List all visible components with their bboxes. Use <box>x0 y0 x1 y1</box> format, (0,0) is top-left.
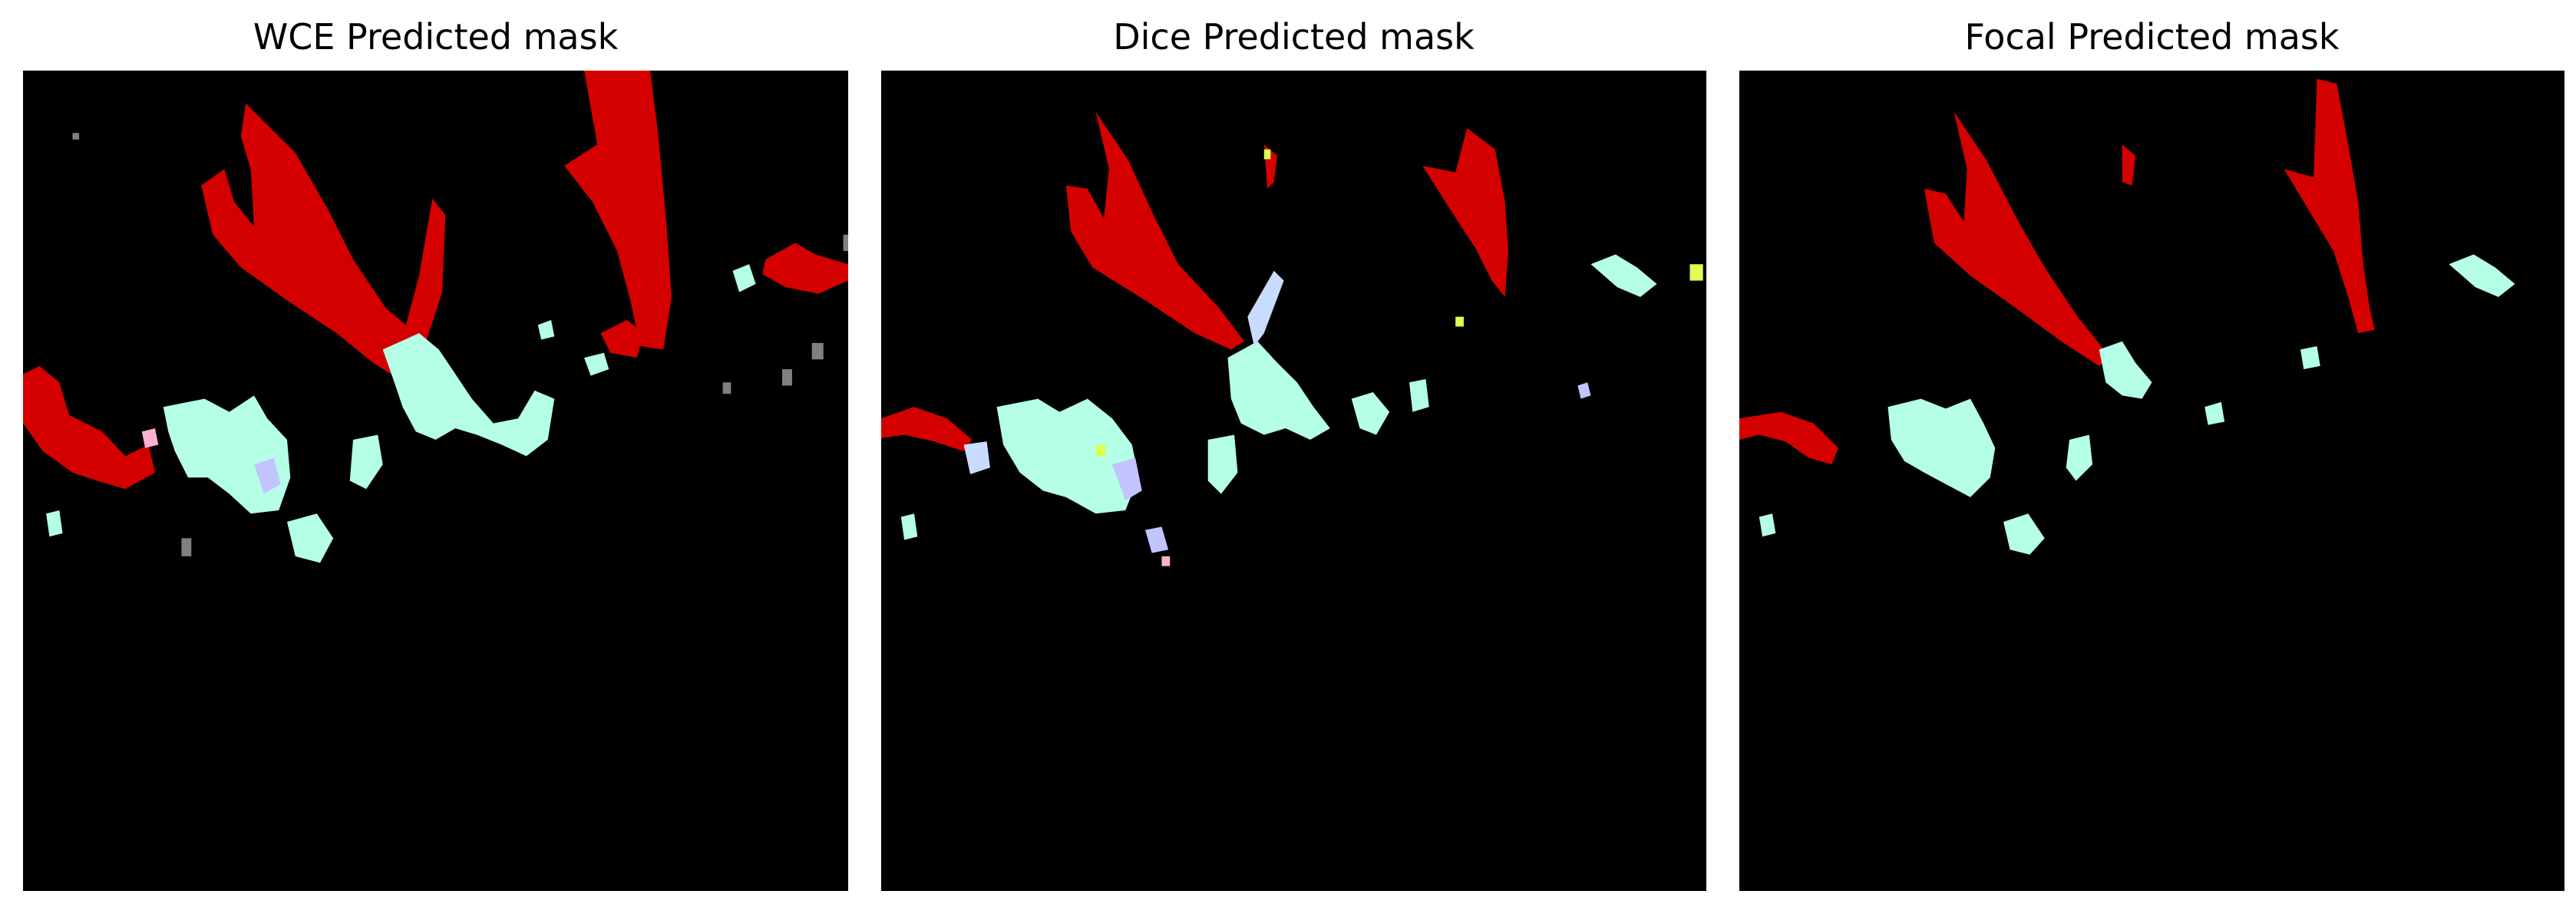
panel-title: WCE Predicted mask <box>253 16 619 58</box>
panel-title: Focal Predicted mask <box>1964 16 2340 58</box>
panel-wce: WCE Predicted mask <box>23 0 848 914</box>
focal-mask-image <box>1739 71 2564 891</box>
dice-mask-image <box>881 71 1706 891</box>
panel-focal: Focal Predicted mask <box>1739 0 2564 914</box>
panel-title: Dice Predicted mask <box>1113 16 1475 58</box>
wce-mask-image <box>23 71 848 891</box>
panel-dice: Dice Predicted mask <box>881 0 1706 914</box>
